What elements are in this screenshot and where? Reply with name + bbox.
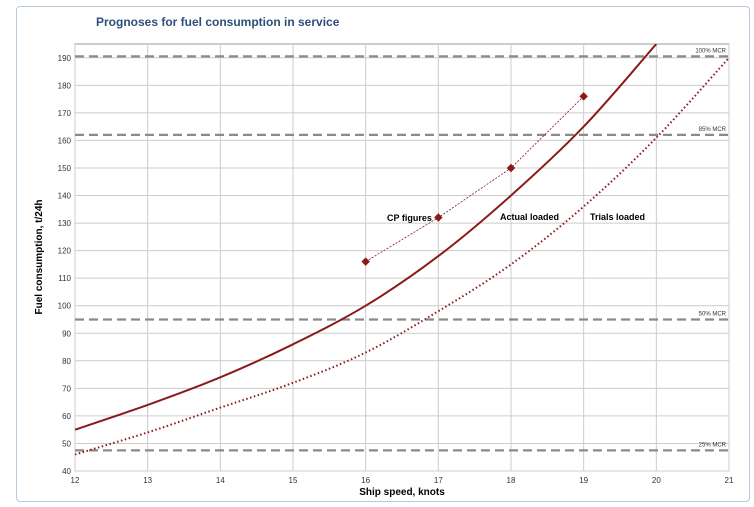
series-label-actual-loaded: Actual loaded bbox=[500, 212, 559, 222]
tick-labels: 12 13 14 15 16 17 18 19 20 21 40 50 60 70 80 90 100 110 12… bbox=[58, 54, 734, 485]
y-tick-180: 180 bbox=[58, 81, 72, 90]
y-tick-80: 80 bbox=[62, 357, 71, 366]
y-tick-110: 110 bbox=[58, 274, 71, 283]
y-tick-160: 160 bbox=[58, 136, 72, 145]
mcr-label-3: 25% MCR bbox=[699, 442, 727, 448]
y-tick-50: 50 bbox=[62, 439, 71, 448]
series-label-cp-figures: CP figures bbox=[387, 213, 432, 223]
series-label-trials-loaded: Trials loaded bbox=[590, 212, 645, 222]
x-tick-17: 17 bbox=[434, 476, 443, 485]
y-tick-170: 170 bbox=[58, 109, 72, 118]
y-tick-120: 120 bbox=[58, 247, 72, 256]
chart-title: Prognoses for fuel consumption in servic… bbox=[96, 15, 340, 29]
series-line-cp-figures bbox=[365, 96, 584, 262]
x-tick-18: 18 bbox=[507, 476, 516, 485]
y-tick-130: 130 bbox=[58, 219, 72, 228]
x-tick-14: 14 bbox=[216, 476, 225, 485]
mcr-label-1: 85% MCR bbox=[699, 127, 727, 133]
plot-area bbox=[74, 43, 730, 472]
y-tick-40: 40 bbox=[62, 467, 71, 476]
data-point-cp-figures-1 bbox=[434, 213, 443, 222]
x-tick-16: 16 bbox=[361, 476, 370, 485]
y-tick-150: 150 bbox=[58, 164, 72, 173]
series-line-actual-loaded bbox=[75, 44, 658, 431]
y-tick-60: 60 bbox=[62, 412, 71, 421]
series-line-trials-loaded bbox=[75, 57, 729, 456]
mcr-label-2: 50% MCR bbox=[699, 311, 727, 317]
chart-panel bbox=[16, 6, 750, 502]
x-axis-label: Ship speed, knots bbox=[359, 487, 445, 498]
data-point-cp-figures-2 bbox=[506, 163, 516, 173]
y-tick-70: 70 bbox=[62, 384, 71, 393]
grid bbox=[74, 44, 730, 472]
mcr-label-0: 100% MCR bbox=[695, 48, 726, 54]
y-axis-label: Fuel consumption, t/24h bbox=[34, 199, 45, 314]
series bbox=[75, 44, 729, 456]
x-tick-21: 21 bbox=[725, 476, 734, 485]
mcr-reference-lines: 100% MCR 85% MCR 50% MCR 25% MCR bbox=[75, 48, 729, 452]
y-tick-90: 90 bbox=[62, 329, 71, 338]
x-tick-19: 19 bbox=[579, 476, 588, 485]
data-point-cp-figures-0 bbox=[361, 257, 370, 266]
y-tick-100: 100 bbox=[58, 302, 72, 311]
x-tick-20: 20 bbox=[652, 476, 661, 485]
x-tick-12: 12 bbox=[71, 476, 80, 485]
x-tick-13: 13 bbox=[143, 476, 152, 485]
y-tick-140: 140 bbox=[58, 192, 72, 201]
y-tick-190: 190 bbox=[58, 54, 72, 63]
x-tick-15: 15 bbox=[289, 476, 298, 485]
